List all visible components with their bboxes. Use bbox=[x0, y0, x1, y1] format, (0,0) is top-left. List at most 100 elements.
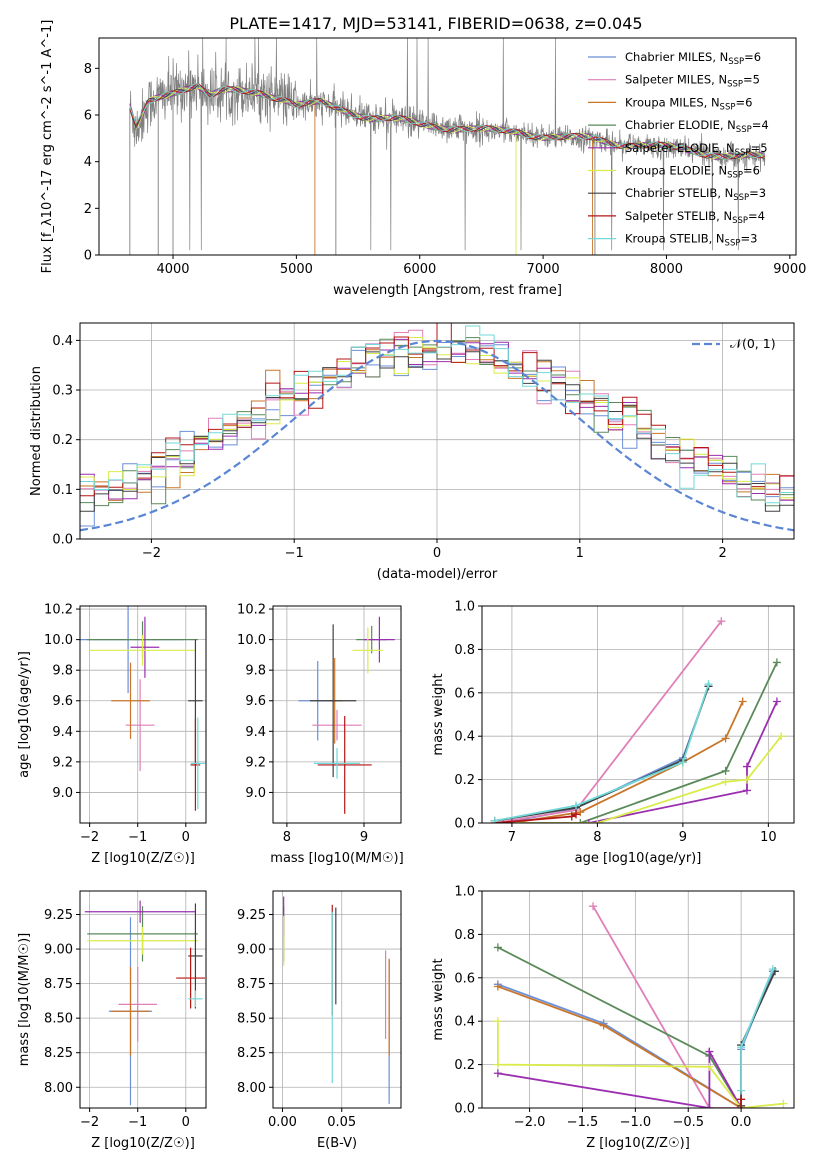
y-axis-label: mass weight bbox=[431, 673, 446, 755]
legend-entry: Salpeter STELIB, NSSP=4 bbox=[625, 209, 765, 226]
legend-entry: Chabrier ELODIE, NSSP=4 bbox=[625, 118, 769, 135]
weight-marker bbox=[742, 786, 751, 795]
weight-marker bbox=[576, 819, 585, 823]
y-tick-label: 1.0 bbox=[454, 885, 475, 900]
panel-mass_vs_z: −2 −1 0 8.00 8.25 8.50 8.75 9.00 9.25 Z [log10(Z/… bbox=[17, 890, 207, 1151]
y-axis-label: Normed distribution bbox=[29, 366, 44, 496]
weight-marker bbox=[779, 1099, 788, 1108]
x-axis-label: Z [log10(Z/Z☉)] bbox=[91, 1136, 195, 1151]
weight-marker bbox=[768, 965, 777, 974]
panel-age_vs_mass: 8 9 9.0 9.2 9.4 9.6 9.8 10.0 10.2 mass [log10(M/M… bbox=[237, 603, 404, 866]
legend-count: =6 bbox=[735, 95, 752, 109]
plot-content bbox=[490, 617, 786, 823]
y-tick-label: 0.2 bbox=[52, 433, 73, 448]
weight-marker bbox=[772, 697, 781, 706]
weight-marker bbox=[742, 775, 751, 784]
x-tick-label: 1 bbox=[576, 546, 584, 561]
y-tick-label: 10.0 bbox=[44, 633, 73, 648]
legend-entry: Kroupa ELODIE, NSSP=6 bbox=[625, 164, 760, 181]
weight-marker bbox=[737, 1043, 746, 1052]
x-axis-label: (data-model)/error bbox=[377, 567, 498, 582]
y-tick-label: 9.2 bbox=[52, 755, 73, 770]
axes-frame bbox=[272, 605, 402, 824]
y-tick-label: 6 bbox=[84, 109, 92, 124]
legend-subscript: SSP bbox=[732, 216, 748, 226]
weight-marker bbox=[777, 732, 786, 741]
y-axis-label: Flux [f_λ10^-17 erg cm^-2 s^-1 A^-1] bbox=[40, 20, 55, 274]
y-tick-label: 8 bbox=[84, 62, 92, 77]
weight-marker bbox=[567, 812, 576, 821]
panel-age_vs_z: −2 −1 0 9.0 9.2 9.4 9.6 9.8 10.0 10.2 Z [log10(Z/Z… bbox=[17, 603, 207, 866]
gaussian-curve bbox=[80, 339, 794, 532]
legend-subscript: SSP bbox=[728, 57, 744, 67]
y-tick-label: 9.0 bbox=[245, 786, 266, 801]
plot-content bbox=[129, 38, 766, 255]
x-tick-label: 0.0 bbox=[731, 1115, 752, 1130]
legend-label: Chabrier STELIB, N bbox=[625, 186, 733, 200]
x-tick-label: −2 bbox=[142, 546, 161, 561]
y-axis-label: age [log10(age/yr)] bbox=[17, 651, 32, 778]
y-tick-label: 8.25 bbox=[237, 1046, 266, 1061]
legend-subscript: SSP bbox=[720, 102, 736, 112]
y-tick-label: 9.0 bbox=[52, 786, 73, 801]
x-tick-label: −1 bbox=[285, 546, 304, 561]
panel-weight_vs_age: 7 8 9 10 0.0 0.2 0.4 0.6 0.8 1.0 age [log10(age/yr… bbox=[431, 600, 795, 866]
axes-frame bbox=[481, 890, 795, 1109]
weight-marker bbox=[678, 758, 687, 767]
legend-subscript: SSP bbox=[736, 125, 752, 135]
y-tick-label: 9.00 bbox=[237, 943, 266, 958]
plot-content bbox=[80, 606, 206, 811]
y-tick-label: 0.2 bbox=[454, 773, 475, 788]
x-tick-label: 7 bbox=[508, 830, 516, 845]
legend-subscript: SSP bbox=[733, 193, 749, 203]
y-tick-label: 8.50 bbox=[237, 1012, 266, 1027]
weight-marker bbox=[493, 1069, 502, 1078]
y-tick-label: 9.25 bbox=[44, 908, 73, 923]
weight-line bbox=[497, 1048, 742, 1108]
y-tick-label: 9.8 bbox=[245, 664, 266, 679]
legend-label: Kroupa ELODIE, N bbox=[625, 164, 727, 178]
weight-line bbox=[511, 662, 778, 823]
y-tick-label: 8.00 bbox=[44, 1081, 73, 1096]
x-tick-label: 6000 bbox=[403, 262, 436, 277]
y-tick-label: 0.0 bbox=[52, 533, 73, 548]
y-tick-label: 9.6 bbox=[245, 694, 266, 709]
x-tick-label: −2 bbox=[80, 1115, 99, 1130]
panel-weight_vs_z: −2.0 −1.5 −1.0 −0.5 0.0 0.0 0.2 0.4 0.6 0.8 1.0 Z [… bbox=[431, 885, 795, 1151]
x-axis-label: Z [log10(Z/Z☉)] bbox=[586, 1136, 690, 1151]
plot-content bbox=[298, 616, 395, 814]
weight-marker bbox=[742, 762, 751, 771]
legend-entry: Chabrier MILES, NSSP=6 bbox=[625, 50, 761, 67]
residual-histogram bbox=[80, 341, 794, 512]
weight-marker bbox=[493, 1060, 502, 1069]
weight-marker bbox=[493, 982, 502, 991]
legend-count: =3 bbox=[749, 186, 766, 200]
legend-entry: Kroupa STELIB, NSSP=3 bbox=[625, 232, 757, 249]
legend-entry: Kroupa MILES, NSSP=6 bbox=[625, 95, 752, 112]
x-tick-label: −1 bbox=[128, 830, 147, 845]
plot-area bbox=[273, 891, 401, 1108]
weight-marker bbox=[584, 819, 593, 823]
x-tick-label: −2.0 bbox=[514, 1115, 546, 1130]
x-tick-label: 0 bbox=[182, 830, 190, 845]
y-tick-label: 10.0 bbox=[237, 633, 266, 648]
weight-marker bbox=[572, 801, 581, 810]
weight-marker bbox=[738, 697, 747, 706]
y-axis-label: mass weight bbox=[431, 958, 446, 1040]
axes-frame bbox=[79, 890, 207, 1109]
weight-marker bbox=[589, 902, 598, 911]
x-tick-label: −2 bbox=[80, 830, 99, 845]
legend-label: Chabrier ELODIE, N bbox=[625, 118, 736, 132]
y-tick-label: 9.6 bbox=[52, 694, 73, 709]
y-tick-label: 4 bbox=[84, 155, 92, 170]
y-tick-label: 0.8 bbox=[454, 643, 475, 658]
y-tick-label: 0.6 bbox=[454, 686, 475, 701]
legend-subscript: SSP bbox=[735, 148, 751, 158]
y-tick-label: 8.50 bbox=[44, 1012, 73, 1027]
x-tick-label: 8000 bbox=[650, 262, 683, 277]
gaussian-legend-label: 𝒩(0, 1) bbox=[730, 336, 776, 351]
weight-line bbox=[494, 683, 710, 822]
plot-content bbox=[84, 900, 206, 1106]
observed-spectrum bbox=[129, 38, 766, 251]
